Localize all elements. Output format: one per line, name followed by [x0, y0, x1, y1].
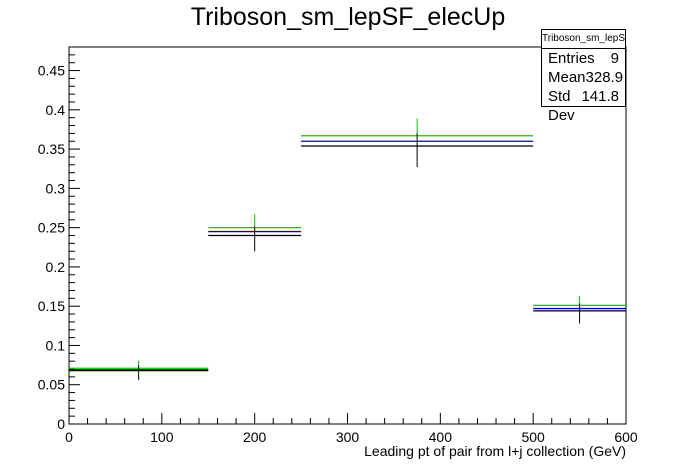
stats-entries-label: Entries	[548, 50, 595, 67]
stats-row-stddev: Std Dev 141.8	[542, 87, 625, 124]
y-tick-label: 0.1	[46, 337, 66, 353]
y-tick-label: 0.45	[38, 63, 65, 79]
x-tick-label: 400	[429, 429, 453, 445]
stats-stddev-label: Std Dev	[548, 88, 575, 124]
x-tick-label: 300	[336, 429, 360, 445]
stats-mean-label: Mean	[548, 69, 586, 86]
y-tick-label: 0.2	[46, 259, 66, 275]
x-tick-label: 600	[614, 429, 638, 445]
y-tick-label: 0	[57, 416, 65, 432]
stats-stddev-value: 141.8	[581, 88, 619, 105]
chart-title: Triboson_sm_lepSF_elecUp	[190, 3, 506, 31]
stats-row-mean: Mean 328.9	[542, 68, 625, 87]
y-tick-label: 0.15	[38, 298, 65, 314]
x-axis-label: Leading pt of pair from l+j collection (…	[364, 443, 626, 459]
stats-mean-value: 328.9	[585, 69, 624, 86]
x-tick-label: 200	[243, 429, 267, 445]
y-tick-label: 0.35	[38, 141, 65, 157]
x-tick-label: 500	[521, 429, 545, 445]
stats-row-entries: Entries 9	[542, 49, 625, 68]
y-tick-label: 0.4	[46, 102, 66, 118]
stats-box: Triboson_sm_lepSF_elecUp Entries 9 Mean …	[541, 29, 626, 124]
y-tick-label: 0.05	[38, 377, 65, 393]
y-tick-label: 0.25	[38, 220, 65, 236]
stats-box-title: Triboson_sm_lepSF_elecUp	[542, 30, 625, 49]
x-tick-label: 0	[65, 429, 73, 445]
x-tick-label: 100	[150, 429, 174, 445]
y-tick-label: 0.3	[46, 180, 66, 196]
stats-entries-value: 9	[610, 50, 619, 67]
